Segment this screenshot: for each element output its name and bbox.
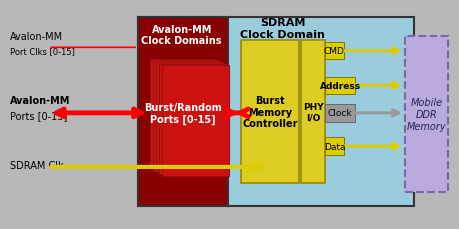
Text: PHY
I/O: PHY I/O (302, 103, 323, 122)
Bar (325, 43, 343, 60)
Bar (325, 138, 343, 155)
Bar (162, 66, 229, 176)
Bar (325, 105, 354, 122)
Text: Avalon-MM: Avalon-MM (10, 96, 70, 106)
Text: Burst/Random
Ports [0-15]: Burst/Random Ports [0-15] (144, 102, 222, 124)
Bar (138, 18, 413, 206)
Text: Burst
Memory
Controller: Burst Memory Controller (242, 96, 297, 129)
Text: Clock: Clock (327, 109, 352, 118)
Bar (156, 63, 222, 173)
Bar (325, 77, 354, 95)
Text: Mobile
DDR
Memory: Mobile DDR Memory (406, 98, 446, 131)
Text: Avalon-MM: Avalon-MM (10, 32, 63, 42)
Bar (138, 18, 227, 206)
Bar (301, 41, 325, 183)
Text: SDRAM Clk: SDRAM Clk (10, 160, 64, 170)
Bar (152, 61, 219, 171)
Text: CMD: CMD (323, 47, 344, 56)
Bar (404, 37, 448, 192)
Text: Address: Address (319, 81, 360, 90)
Bar (159, 64, 225, 174)
Text: Ports [0-15]: Ports [0-15] (10, 111, 67, 121)
Bar (149, 60, 216, 169)
Text: Avalon-MM
Clock Domains: Avalon-MM Clock Domains (141, 25, 222, 46)
Text: Port Clks [0-15]: Port Clks [0-15] (10, 47, 75, 56)
Text: Data: Data (323, 142, 344, 151)
Bar (241, 41, 298, 183)
Text: SDRAM
Clock Domain: SDRAM Clock Domain (240, 18, 325, 39)
